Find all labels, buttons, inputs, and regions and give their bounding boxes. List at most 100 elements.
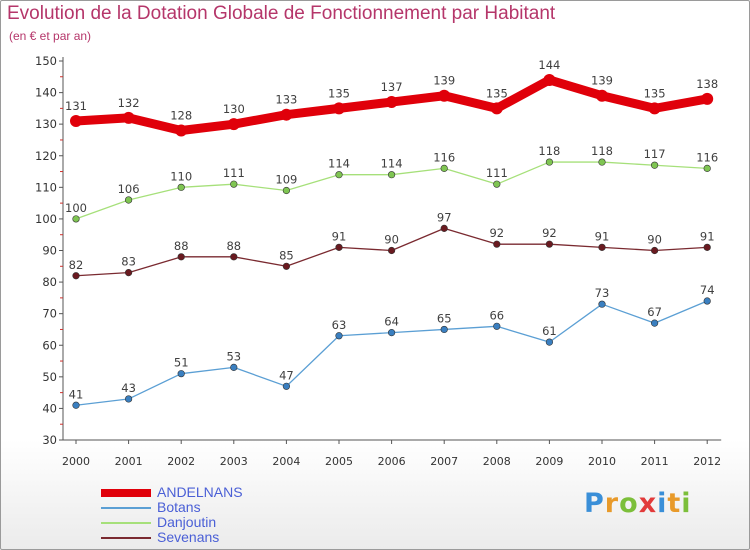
data-label-andelnans: 137 [381, 80, 403, 94]
data-label-danjoutin: 116 [433, 150, 455, 164]
data-label-sevenans: 82 [69, 258, 84, 272]
data-label-sevenans: 90 [384, 233, 399, 247]
x-tick-label: 2003 [220, 455, 248, 468]
data-label-andelnans: 130 [223, 102, 245, 116]
legend-label-sevenans: Sevenans [157, 529, 220, 545]
legend-swatch-danjoutin [101, 522, 151, 524]
data-point-sevenans [177, 253, 185, 261]
data-point-sevenans [493, 240, 501, 248]
data-point-andelnans [122, 111, 135, 124]
y-tick-label: 110 [35, 180, 57, 194]
chart-title: Evolution de la Dotation Globale de Fonc… [7, 3, 556, 24]
data-point-danjoutin [124, 196, 133, 204]
y-tick-label: 130 [35, 117, 57, 131]
data-point-andelnans [543, 73, 556, 86]
data-point-sevenans [545, 240, 554, 248]
data-point-botans [124, 395, 133, 403]
data-point-sevenans [335, 243, 343, 251]
data-point-botans [335, 332, 343, 340]
logo-letter: x [638, 488, 658, 519]
data-point-danjoutin [335, 171, 343, 179]
data-label-botans: 61 [542, 324, 557, 338]
data-label-botans: 66 [489, 308, 504, 322]
data-point-sevenans [703, 243, 711, 251]
data-label-sevenans: 90 [647, 233, 662, 247]
proxiti-logo: Proxiti [584, 488, 692, 519]
y-tick-label: 60 [42, 338, 57, 352]
data-label-danjoutin: 117 [644, 147, 666, 161]
data-point-andelnans [333, 102, 345, 115]
data-label-andelnans: 128 [170, 108, 192, 122]
data-point-danjoutin [72, 215, 80, 223]
data-point-sevenans [230, 253, 238, 261]
data-point-sevenans [124, 269, 133, 277]
x-tick-label: 2006 [378, 455, 406, 468]
data-point-botans [230, 363, 238, 371]
y-tick-label: 150 [35, 54, 57, 68]
data-label-botans: 51 [174, 356, 189, 370]
data-label-andelnans: 138 [696, 77, 718, 91]
y-tick-label: 70 [42, 307, 57, 321]
y-tick-label: 80 [42, 275, 57, 289]
data-point-andelnans [70, 115, 82, 128]
data-label-sevenans: 91 [700, 229, 715, 243]
y-tick-label: 40 [42, 401, 57, 415]
data-point-botans [440, 325, 448, 334]
y-tick-label: 140 [35, 86, 57, 100]
data-label-andelnans: 133 [275, 93, 297, 107]
data-label-andelnans: 132 [118, 96, 140, 110]
data-point-andelnans [596, 89, 608, 102]
x-tick-label: 2011 [641, 455, 669, 468]
data-point-botans [545, 338, 554, 346]
data-label-andelnans: 135 [328, 86, 350, 100]
x-tick-label: 2010 [588, 455, 616, 468]
logo-letter: i [681, 488, 692, 519]
data-label-botans: 47 [279, 368, 294, 382]
data-label-danjoutin: 100 [65, 201, 87, 215]
y-tick-label: 120 [35, 149, 57, 163]
data-point-botans [388, 329, 396, 337]
data-label-botans: 67 [647, 305, 662, 319]
data-label-danjoutin: 111 [486, 166, 508, 180]
data-point-danjoutin [703, 164, 711, 172]
data-label-andelnans: 135 [644, 86, 666, 100]
legend-label-botans: Botans [157, 499, 201, 515]
data-label-botans: 73 [595, 286, 610, 300]
data-point-sevenans [388, 246, 396, 255]
data-point-sevenans [440, 224, 448, 232]
y-tick-label: 30 [42, 433, 57, 447]
data-label-andelnans: 139 [591, 74, 613, 88]
data-point-danjoutin [545, 158, 554, 166]
x-tick-label: 2002 [167, 455, 195, 468]
x-tick-label: 2001 [115, 455, 143, 468]
data-point-andelnans [175, 124, 188, 137]
data-label-andelnans: 135 [486, 86, 508, 100]
data-label-botans: 43 [121, 381, 136, 395]
data-point-andelnans [280, 108, 293, 121]
x-tick-label: 2004 [272, 455, 300, 468]
data-point-sevenans [72, 272, 80, 280]
logo-letter: P [584, 488, 605, 519]
data-point-botans [177, 370, 185, 378]
data-label-danjoutin: 109 [275, 172, 297, 186]
data-point-danjoutin [598, 158, 606, 166]
data-label-botans: 53 [226, 349, 241, 363]
x-tick-label: 2000 [62, 455, 90, 468]
data-label-sevenans: 88 [226, 239, 241, 253]
data-label-sevenans: 88 [174, 239, 189, 253]
data-point-sevenans [598, 243, 606, 251]
data-point-sevenans [650, 246, 659, 255]
data-label-botans: 63 [332, 318, 347, 332]
data-point-sevenans [282, 262, 291, 270]
y-tick-label: 100 [35, 212, 57, 226]
data-label-sevenans: 83 [121, 255, 136, 269]
logo-letter: t [667, 488, 682, 519]
data-label-danjoutin: 118 [591, 144, 613, 158]
data-point-danjoutin [650, 161, 659, 169]
legend-swatch-sevenans [101, 537, 151, 539]
data-label-danjoutin: 116 [696, 150, 718, 164]
data-point-andelnans [701, 92, 714, 105]
x-tick-label: 2005 [325, 455, 353, 468]
data-label-danjoutin: 106 [118, 182, 140, 196]
legend-swatch-andelnans [101, 489, 151, 497]
